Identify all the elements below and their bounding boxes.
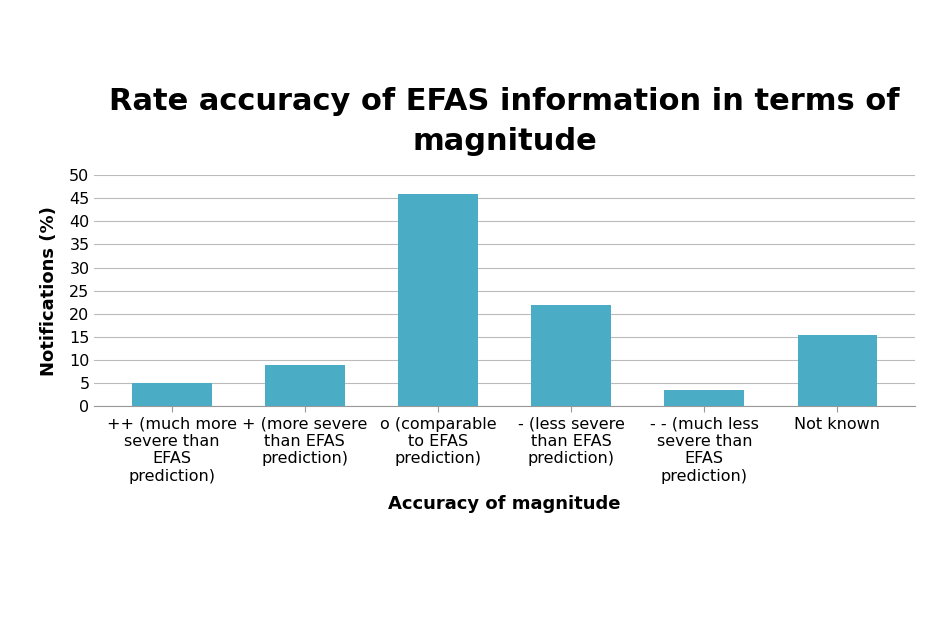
Y-axis label: Notifications (%): Notifications (%) xyxy=(40,206,58,376)
Bar xyxy=(664,390,744,406)
Bar xyxy=(531,304,611,406)
Bar xyxy=(265,364,345,406)
X-axis label: Accuracy of magnitude: Accuracy of magnitude xyxy=(389,495,620,513)
Bar xyxy=(132,383,211,406)
Bar xyxy=(398,194,478,406)
Bar xyxy=(798,334,877,406)
Title: Rate accuracy of EFAS information in terms of
magnitude: Rate accuracy of EFAS information in ter… xyxy=(109,86,900,156)
